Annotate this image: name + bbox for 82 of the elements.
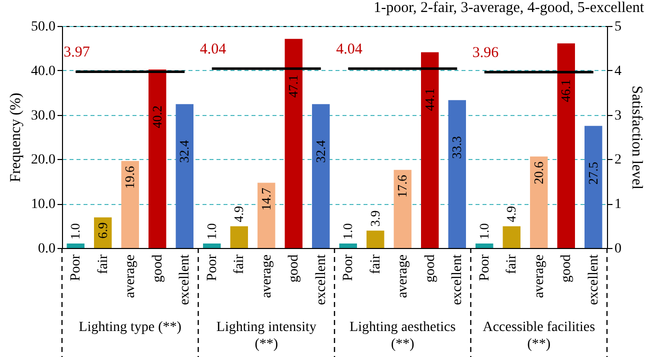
bar bbox=[476, 244, 494, 248]
data-label: 27.5 bbox=[585, 162, 600, 185]
y2-axis-title: Satisfaction level bbox=[628, 86, 644, 190]
bar bbox=[339, 244, 357, 248]
data-label: 4.04 bbox=[336, 42, 363, 58]
data-label: 47.1 bbox=[286, 74, 301, 98]
text: Lighting aesthetics (**) bbox=[350, 320, 456, 352]
bar bbox=[530, 156, 548, 248]
data-label: 6.9 bbox=[94, 222, 110, 239]
data-label: 1.0 bbox=[340, 223, 356, 240]
bar bbox=[203, 244, 221, 248]
data-label: 14.7 bbox=[258, 187, 274, 210]
x-tick-label: fair bbox=[504, 254, 520, 274]
data-label: 1.0 bbox=[476, 223, 492, 240]
x-tick-label: Poor bbox=[341, 254, 356, 281]
y-tick-label: 10.0 bbox=[31, 197, 56, 212]
data-label: 33.3 bbox=[449, 136, 464, 159]
bar bbox=[557, 43, 575, 248]
data-label: 44.1 bbox=[422, 88, 437, 111]
bar bbox=[502, 226, 520, 248]
y2-tick-label: 4 bbox=[614, 64, 622, 79]
bar bbox=[421, 52, 439, 248]
y-tick-label: 40.0 bbox=[31, 64, 56, 79]
x-tick-label: excellent bbox=[314, 254, 329, 306]
data-label: 3.96 bbox=[472, 45, 500, 62]
y-tick-label: 20.0 bbox=[31, 152, 56, 168]
bar bbox=[176, 104, 194, 248]
data-label: 4.9 bbox=[231, 206, 246, 222]
text: Lighting intensity (**) bbox=[216, 320, 316, 352]
y-axis-title: Frequency (%) bbox=[8, 92, 24, 182]
x-tick-label: average bbox=[532, 254, 547, 298]
x-tick-label: good bbox=[559, 254, 574, 282]
x-tick-label: average bbox=[396, 254, 411, 298]
x-tick-label: good bbox=[422, 254, 438, 282]
y-tick-label: 50.0 bbox=[31, 20, 56, 34]
text: Accessible facilities (**) bbox=[482, 320, 596, 352]
bar bbox=[394, 170, 412, 248]
data-label: 46.1 bbox=[558, 79, 574, 102]
data-label: 3.97 bbox=[64, 44, 90, 61]
data-label: 1.0 bbox=[68, 223, 83, 240]
x-tick-label: Poor bbox=[68, 254, 84, 281]
x-tick-label: excellent bbox=[450, 254, 466, 306]
data-label: 19.6 bbox=[122, 165, 138, 189]
x-tick-label: Poor bbox=[204, 254, 220, 281]
bar bbox=[258, 182, 276, 248]
x-tick-label: fair bbox=[368, 254, 384, 274]
bar bbox=[284, 38, 302, 248]
bar bbox=[584, 126, 602, 248]
data-label: 40.2 bbox=[149, 106, 164, 128]
data-label: 20.6 bbox=[530, 161, 546, 184]
y2-tick-label: 3 bbox=[614, 108, 622, 124]
data-label: 4.04 bbox=[200, 42, 227, 58]
y2-tick-label: 5 bbox=[614, 20, 622, 34]
data-label: 32.4 bbox=[176, 140, 192, 163]
x-tick-label: fair bbox=[96, 254, 111, 274]
x-tick-label: fair bbox=[232, 254, 248, 274]
data-label: 1.0 bbox=[204, 223, 219, 240]
bar bbox=[148, 70, 166, 248]
x-tick-label: excellent bbox=[178, 254, 193, 306]
x-tick-label: average bbox=[123, 254, 138, 298]
y-tick-label: 30.0 bbox=[31, 108, 56, 124]
data-label: 17.6 bbox=[394, 174, 410, 198]
bar bbox=[448, 100, 466, 248]
bar bbox=[230, 226, 248, 248]
chart-title: 1-poor, 2-fair, 3-average, 4-good, 5-excellent bbox=[374, 0, 645, 16]
y2-tick-label: 0 bbox=[614, 242, 622, 256]
bar bbox=[312, 104, 330, 248]
x-tick-label: average bbox=[259, 254, 274, 298]
y-tick-label: 0.0 bbox=[38, 242, 56, 256]
y2-tick-label: 1 bbox=[614, 197, 622, 212]
x-tick-label: Poor bbox=[477, 254, 492, 281]
x-tick-label: good bbox=[150, 254, 166, 282]
bar bbox=[121, 160, 139, 248]
x-tick-label: good bbox=[286, 254, 302, 282]
x-tick-label: excellent bbox=[586, 254, 602, 306]
text: Lighting type (**) bbox=[78, 320, 182, 335]
data-label: 4.9 bbox=[504, 206, 519, 222]
bar bbox=[66, 244, 84, 248]
bar bbox=[366, 230, 384, 248]
y2-tick-label: 2 bbox=[614, 152, 622, 168]
data-label: 32.4 bbox=[312, 140, 328, 163]
data-label: 3.9 bbox=[367, 210, 382, 227]
